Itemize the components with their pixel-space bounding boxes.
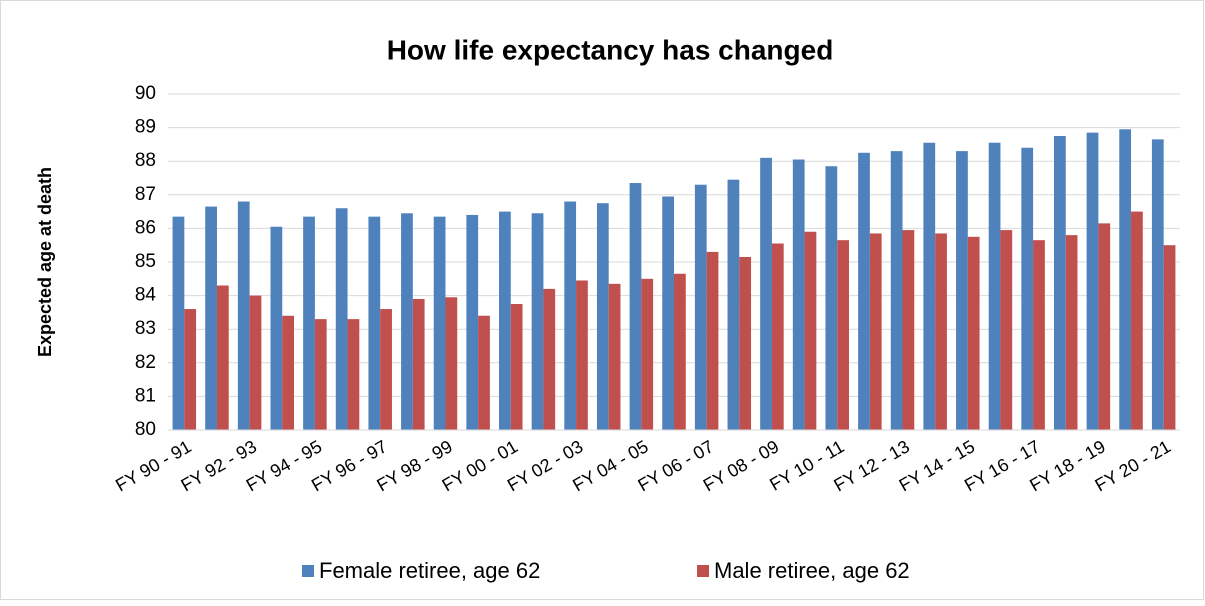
bar bbox=[629, 183, 642, 430]
legend-swatch bbox=[302, 565, 314, 577]
bar bbox=[674, 273, 686, 430]
bar bbox=[727, 179, 740, 430]
y-tick-label: 90 bbox=[135, 83, 156, 104]
bar bbox=[478, 315, 490, 430]
bar bbox=[564, 201, 577, 430]
y-tick-label: 81 bbox=[135, 385, 156, 406]
bar bbox=[694, 184, 707, 430]
y-tick-label: 83 bbox=[135, 318, 156, 339]
y-axis-title: Expected age at death bbox=[35, 167, 55, 357]
bar bbox=[237, 201, 250, 430]
bar bbox=[608, 283, 621, 430]
legend-swatch bbox=[697, 565, 709, 577]
bar bbox=[466, 214, 479, 430]
bar bbox=[543, 288, 556, 430]
bar bbox=[760, 157, 772, 430]
bar bbox=[1053, 136, 1066, 430]
bar bbox=[249, 295, 262, 430]
bar bbox=[335, 208, 348, 430]
bar bbox=[1131, 211, 1143, 430]
bar bbox=[890, 151, 903, 430]
bar bbox=[804, 231, 817, 430]
bar bbox=[499, 211, 511, 430]
legend-label: Female retiree, age 62 bbox=[319, 558, 540, 583]
bar bbox=[303, 216, 315, 430]
bar bbox=[869, 233, 882, 430]
bar bbox=[1065, 235, 1078, 430]
bar bbox=[596, 203, 609, 430]
chart-title: How life expectancy has changed bbox=[387, 34, 834, 65]
bar bbox=[368, 216, 381, 430]
bar bbox=[641, 278, 654, 430]
bar bbox=[902, 230, 915, 430]
bar bbox=[1163, 245, 1176, 430]
bar bbox=[216, 285, 229, 430]
bar bbox=[412, 298, 425, 430]
bar bbox=[433, 216, 446, 430]
bar bbox=[1098, 223, 1111, 430]
bar bbox=[1000, 230, 1013, 430]
y-tick-label: 88 bbox=[135, 150, 156, 171]
bar bbox=[445, 297, 458, 430]
bar bbox=[1086, 132, 1099, 430]
bar bbox=[858, 152, 870, 431]
bar bbox=[1021, 147, 1034, 430]
bar bbox=[771, 243, 784, 430]
bar bbox=[184, 309, 197, 430]
y-tick-label: 80 bbox=[135, 419, 156, 440]
bar bbox=[205, 206, 217, 430]
y-tick-label: 87 bbox=[135, 184, 156, 205]
bar bbox=[837, 240, 849, 430]
bar bbox=[988, 142, 1001, 430]
legend-label: Male retiree, age 62 bbox=[714, 558, 910, 583]
bar bbox=[706, 251, 719, 430]
bar bbox=[1033, 240, 1045, 430]
bar bbox=[401, 213, 413, 430]
y-tick-label: 84 bbox=[135, 285, 157, 306]
bar bbox=[576, 280, 588, 430]
bar bbox=[1151, 139, 1164, 431]
bar bbox=[531, 213, 544, 430]
bar bbox=[510, 304, 523, 430]
bar bbox=[792, 159, 805, 430]
bar bbox=[282, 315, 295, 430]
bar bbox=[347, 319, 360, 430]
y-tick-label: 86 bbox=[135, 217, 156, 238]
bar bbox=[1119, 129, 1132, 430]
bar bbox=[172, 216, 185, 430]
bar bbox=[662, 196, 674, 430]
y-tick-label: 82 bbox=[135, 352, 156, 373]
y-tick-label: 85 bbox=[135, 251, 156, 272]
bar bbox=[923, 142, 936, 430]
bar bbox=[935, 233, 947, 430]
bar bbox=[967, 236, 980, 430]
bar bbox=[380, 309, 392, 430]
bar bbox=[739, 256, 752, 430]
bar bbox=[956, 151, 968, 430]
bar bbox=[825, 166, 838, 431]
y-tick-label: 89 bbox=[135, 117, 156, 138]
bar bbox=[314, 319, 327, 430]
bar bbox=[270, 226, 283, 430]
